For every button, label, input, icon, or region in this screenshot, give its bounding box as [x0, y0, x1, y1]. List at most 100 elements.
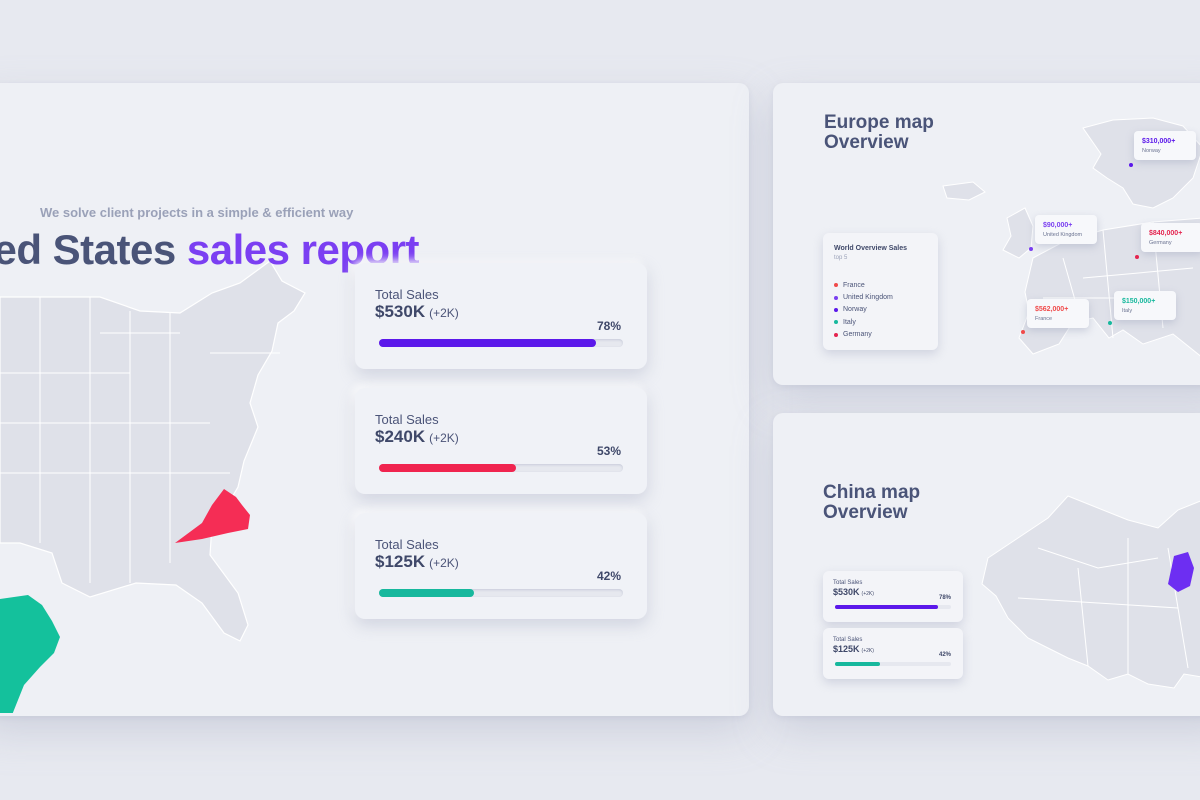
europe-title-line2: Overview	[824, 132, 909, 153]
tag-germany[interactable]: $840,000+ Germany	[1141, 223, 1200, 252]
europe-title-line1: Europe map	[824, 112, 934, 133]
tag-value: $310,000+	[1142, 138, 1176, 145]
tag-country: Norway	[1142, 148, 1161, 154]
progress-track	[379, 589, 623, 597]
sales-card-3[interactable]: Total Sales $125K (+2K) 42%	[355, 513, 647, 619]
progress-fill	[379, 464, 516, 472]
legend-item: Norway	[834, 304, 893, 316]
legend-label: Italy	[843, 318, 856, 326]
world-overview-legend: World Overview Sales top 5 France United…	[823, 233, 938, 350]
tag-country: Germany	[1149, 240, 1172, 246]
china-sales-card-2[interactable]: Total Sales $125K (+2K) 42%	[823, 628, 963, 679]
china-card-value: $125K (+2K)	[833, 644, 874, 654]
progress-track	[379, 339, 623, 347]
sales-card-label: Total Sales	[375, 537, 439, 552]
tag-italy[interactable]: $150,000+ Italy	[1114, 291, 1176, 320]
sales-card-label: Total Sales	[375, 412, 439, 427]
sales-card-value: $125K (+2K)	[375, 552, 459, 572]
china-delta: (+2K)	[861, 648, 874, 654]
pin-icon	[1021, 330, 1025, 334]
legend-subtitle: top 5	[834, 255, 848, 261]
us-map	[0, 260, 306, 713]
sales-card-1[interactable]: Total Sales $530K (+2K) 78%	[355, 263, 647, 369]
europe-title: Europe map Overview	[824, 113, 934, 153]
dot-icon	[834, 307, 838, 312]
title-start: ted States	[0, 226, 187, 273]
province-highlight-purple	[1168, 552, 1194, 592]
pin-icon	[1135, 255, 1139, 259]
pin-icon	[1129, 163, 1133, 167]
china-sales-card-1[interactable]: Total Sales $530K (+2K) 78%	[823, 571, 963, 622]
pin-icon	[1108, 321, 1112, 325]
sales-card-percent: 53%	[596, 444, 621, 458]
legend-label: France	[843, 281, 865, 289]
texas-highlight	[0, 595, 60, 713]
china-card-percent: 78%	[938, 595, 951, 601]
tag-country: France	[1035, 316, 1053, 322]
virginia-highlight	[175, 489, 250, 543]
tag-value: $150,000+	[1122, 298, 1156, 305]
tag-country: United Kingdom	[1043, 232, 1083, 238]
iceland-shape	[942, 181, 986, 201]
tag-value: $562,000+	[1035, 306, 1069, 313]
dot-icon	[834, 320, 838, 325]
progress-track	[379, 464, 623, 472]
sales-card-value: $530K (+2K)	[375, 302, 459, 322]
progress-track	[835, 662, 951, 666]
legend-item: Germany	[834, 329, 893, 341]
china-shape	[981, 495, 1200, 689]
china-card-percent: 42%	[938, 652, 951, 658]
china-delta: (+2K)	[861, 591, 874, 597]
progress-fill	[835, 605, 939, 609]
us-sales-panel: ted States sales report We solve client …	[0, 83, 749, 716]
progress-fill	[379, 589, 475, 597]
sales-card-value: $240K (+2K)	[375, 427, 459, 447]
tag-value: $90,000+	[1043, 222, 1073, 229]
progress-fill	[379, 339, 597, 347]
sales-card-label: Total Sales	[375, 287, 439, 302]
china-card-label: Total Sales	[833, 637, 863, 643]
europe-map-panel: Europe map Overview World Overview Sales…	[773, 83, 1200, 385]
dot-icon	[834, 295, 838, 300]
legend-label: United Kingdom	[843, 294, 893, 302]
dot-icon	[834, 283, 838, 288]
tag-value: $840,000+	[1149, 230, 1183, 237]
sales-value-text: $240K	[375, 427, 426, 446]
page-title: ted States sales report	[0, 226, 420, 274]
tag-country: Italy	[1122, 308, 1133, 314]
china-title-line2: Overview	[823, 502, 908, 523]
progress-track	[835, 605, 951, 609]
tag-france[interactable]: $562,000+ France	[1027, 299, 1089, 328]
legend-item: Italy	[834, 316, 893, 328]
sales-delta: (+2K)	[429, 306, 459, 320]
sales-card-percent: 78%	[596, 319, 621, 333]
legend-label: Norway	[843, 306, 867, 314]
legend-item: France	[834, 279, 893, 291]
china-card-label: Total Sales	[833, 580, 863, 586]
dot-icon	[834, 332, 838, 337]
china-map-panel: China map Overview Total Sales $530K (+2K…	[773, 413, 1200, 716]
china-title-line1: China map	[823, 482, 921, 503]
tag-norway[interactable]: $310,000+ Norway	[1134, 131, 1196, 160]
sales-value-text: $530K	[375, 302, 426, 321]
page-subtitle: We solve client projects in a simple & e…	[40, 205, 354, 220]
china-card-value: $530K (+2K)	[833, 587, 874, 597]
sales-card-2[interactable]: Total Sales $240K (+2K) 53%	[355, 388, 647, 494]
sales-value-text: $125K	[375, 552, 426, 571]
legend-title: World Overview Sales	[834, 245, 908, 252]
legend-label: Germany	[843, 331, 872, 339]
legend-item: United Kingdom	[834, 291, 893, 303]
china-title: China map Overview	[823, 483, 920, 523]
china-value-text: $530K	[833, 587, 860, 597]
uk-shape	[1002, 207, 1034, 259]
sales-delta: (+2K)	[429, 431, 459, 445]
legend-list: France United Kingdom Norway Italy Germa…	[834, 279, 893, 341]
china-value-text: $125K	[833, 644, 860, 654]
tag-uk[interactable]: $90,000+ United Kingdom	[1035, 215, 1097, 244]
us-mainland-shape	[0, 260, 306, 642]
pin-icon	[1029, 247, 1033, 251]
china-map	[981, 495, 1200, 689]
sales-card-percent: 42%	[596, 569, 621, 583]
progress-fill	[835, 662, 881, 666]
sales-delta: (+2K)	[429, 556, 459, 570]
